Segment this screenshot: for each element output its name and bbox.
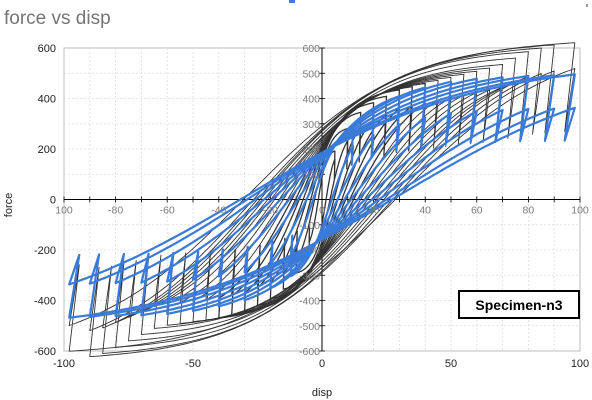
x-tick-label: -100	[53, 358, 75, 370]
blue-loop-line	[166, 77, 478, 315]
y-tick-label: 200	[38, 144, 56, 156]
blue-series	[68, 73, 576, 319]
blue-loop-line	[191, 80, 453, 312]
y-axis-label: force	[3, 193, 15, 217]
blue-loop-line	[217, 86, 427, 308]
inner-x-tick-label: 20	[368, 205, 380, 217]
x-tick-label: -50	[185, 358, 201, 370]
y-tick-label: -200	[34, 245, 56, 257]
x-axis-label: disp	[312, 387, 332, 399]
top-right-marker	[586, 4, 588, 7]
x-tick-label: 100	[571, 358, 589, 370]
chart-title: force vs disp	[4, 8, 111, 29]
inner-y-tick-label: 100	[302, 169, 320, 181]
y-tick-label: -400	[34, 296, 56, 308]
inner-x-tick-label: -60	[160, 205, 175, 217]
inner-y-tick-label: -400	[299, 296, 320, 308]
inner-x-tick-label: 40	[419, 205, 431, 217]
blue-loop-line	[243, 95, 401, 302]
black-loop-line	[68, 42, 576, 352]
y-tick-label: 400	[38, 94, 56, 106]
top-marker	[289, 0, 295, 3]
x-tick-label: 0	[319, 358, 325, 370]
y-tick-label: -600	[34, 346, 56, 358]
inner-tick-labels: 100 -80 -60 -40 -20 0 20 40 60 80 100-600-500-400-…	[55, 43, 589, 358]
blue-loop-line	[269, 109, 375, 290]
blue-loop-line	[140, 76, 504, 317]
inner-x-tick-label: 80	[523, 205, 535, 217]
inner-y-tick-label: -600	[299, 346, 320, 358]
inner-x-tick-label: 100	[571, 205, 589, 217]
inner-x-tick-label: -40	[211, 205, 226, 217]
inner-y-tick-label: -500	[299, 321, 320, 333]
inner-y-tick-label: 200	[302, 144, 320, 156]
blue-loop-line	[88, 74, 556, 318]
x-tick-label: 50	[445, 358, 457, 370]
inner-x-tick-label: 0	[319, 205, 325, 217]
specimen-label-box: Specimen-n3	[458, 290, 580, 319]
blue-loop-line	[289, 124, 355, 278]
inner-y-tick-label: 300	[302, 119, 320, 131]
blue-loop-line	[114, 74, 530, 318]
inner-y-tick-label: -200	[299, 245, 320, 257]
specimen-label: Specimen-n3	[475, 297, 562, 313]
inner-y-tick-label: -300	[299, 270, 320, 282]
blue-loop-line	[68, 73, 576, 319]
black-loop-line	[102, 47, 542, 354]
inner-y-tick-label: 600	[302, 43, 320, 55]
y-tick-label: 0	[50, 195, 56, 207]
inner-x-tick-label: -20	[263, 205, 278, 217]
y-tick-label: 600	[38, 43, 56, 55]
inner-x-tick-label: 100	[55, 205, 73, 217]
inner-y-tick-label: 400	[302, 94, 320, 106]
inner-x-tick-label: 60	[471, 205, 483, 217]
inner-y-tick-label: -100	[299, 220, 320, 232]
inner-x-tick-label: -80	[108, 205, 123, 217]
inner-y-tick-label: 500	[302, 68, 320, 80]
specimen-box-frame	[458, 290, 580, 319]
